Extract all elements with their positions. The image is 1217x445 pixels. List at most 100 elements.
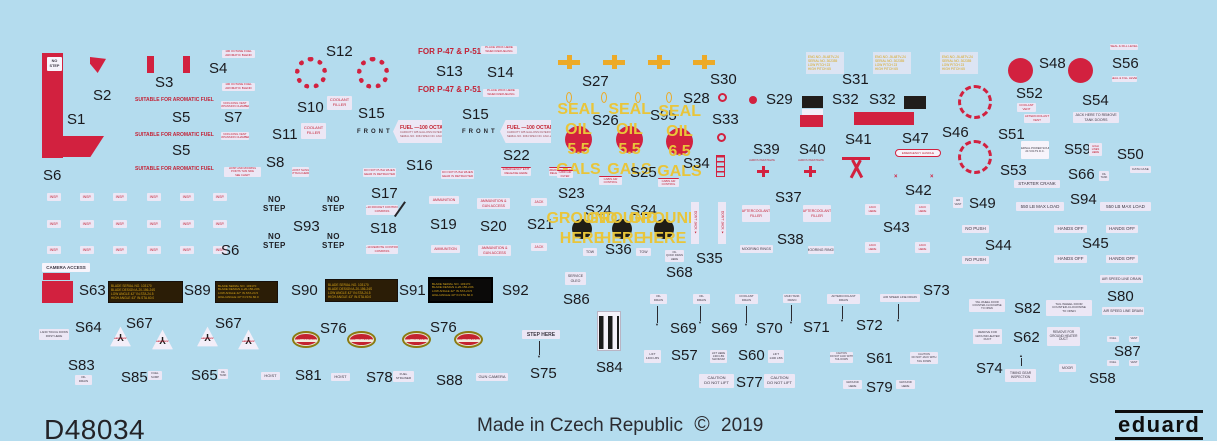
stencil-tag: VENT [1129,360,1139,366]
fuel-placard: FUEL —100 OCTANE ONLY CAPACITY 185 GALLON… [500,120,551,143]
stencil-tag: FUEL [1107,336,1119,342]
stencil-tag: STEP HERE [522,330,560,339]
fuel-placard: FUEL —100 OCTANE ONLY CAPACITY 185 GALLON… [393,120,442,143]
decal-number-label: S29 [766,91,793,108]
stencil-tag: AMMUNITION [429,196,459,204]
stencil-tag: AIR SPEED LINE DRAIN [880,294,920,302]
decal-number-label: S70 [756,320,783,337]
decal-number-label: S25 [630,164,657,181]
decal-number-label: S61 [866,350,893,367]
decal-number-label: S72 [856,317,883,334]
stencil-tag: ALWAYS INVESTIGATE [749,159,775,163]
stencil-tag: CABIN AIR CONTROL [599,176,622,185]
insp-tag: INSP. [180,193,194,201]
drain-arrow: ▼ [839,306,845,323]
stencil-tag: COOLANT FILLER [301,123,326,139]
decal-number-label: S17 [371,185,398,202]
decal-number-label: S82 [1014,300,1041,317]
decal-number-label: S8 [266,154,285,171]
blade-data-plate: BLADE SERIAL NO. 103170 BLADE DESIGN A-20… [325,279,398,302]
stencil-tag: NO PUSH [962,256,989,264]
stencil-tag: REMOVE FOR GROUND HEATER DUCT [973,329,1002,344]
step-here-arrow: ▼ [536,341,542,359]
decal-number-label: S91 [399,282,426,299]
propeller-logo-oval: HAMILTON STANDARD [347,331,376,348]
dont-jack-strip: DON'T JACK ▼ [718,202,726,244]
sheet-edge [0,441,1217,445]
black-patch [802,96,823,108]
decal-number-label: S94 [1070,191,1097,208]
stencil-tag: LIFT HERE 1400 LBS MAXIMUM [710,350,727,363]
no-step-text: NO STEP [263,195,286,213]
insp-tag: INSP. [180,246,194,254]
red-cross [757,166,769,177]
decal-number-label: S74 [976,360,1003,377]
decal-number-label: S49 [969,195,996,212]
no-step-text: NO STEP [322,232,345,250]
dont-jack-strip: DON'T JACK ▼ [691,202,699,244]
zero-marking [635,92,641,103]
propeller-logo-oval: HAMILTON STANDARD [402,331,431,348]
decal-number-label: S85 [121,369,148,386]
stencil-tag: 550 LB MAX LOAD [1100,202,1151,211]
decal-number-label: S63 [79,282,106,299]
copyright-symbol: © [694,413,710,436]
stencil-tag: SERVICE OLEO [565,272,586,285]
decal-number-label: S60 [738,347,765,364]
red-wedge [90,57,106,73]
insp-tag: INSP. [113,220,127,228]
drain-arrow: ▼ [788,305,794,325]
stencil-tag: OIL DRAIN [693,294,710,304]
decal-number-label: S75 [530,365,557,382]
decal-number-label: S68 [666,264,693,281]
insp-tag: INSP. [180,220,194,228]
stencil-tag: JACK HERE [915,242,930,253]
seal-oil-disc: SEAL OIL 6.5 GALS [657,102,702,180]
propeller-logo-triangle: Y AEROPROP [110,326,131,347]
decal-number-label: S67 [126,315,153,332]
stencil-tag: PLACE WICK HERE WHEN REFUELING [481,46,517,54]
decal-number-label: S56 [1112,55,1139,72]
stencil-red-text: SUITABLE FOR AROMATIC FUEL [135,166,214,172]
stencil-tag: AIR SPEED LINE DRAIN [1102,307,1144,315]
blade-data-plate: BLADE SERIAL NO. 103170 BLADE DESIGN A-20… [428,277,493,303]
insp-tag: INSP. [47,246,61,254]
decal-number-label: S47 [902,130,929,147]
ground-here-disc: GROUND HERE [546,210,618,247]
stencil-tag: CABIN AIR FILTER [557,170,573,178]
zero-marking [666,92,672,103]
stencil-tag: CAUTION DO NOT LIFT [764,374,795,388]
ladder-marking [716,155,725,177]
decal-number-label: S13 [436,63,463,80]
decal-number-label: S43 [883,219,910,236]
stencil-tag: MOORING RINGS [740,245,773,253]
propeller-logo-triangle: Y AEROPROP [152,329,173,350]
insp-tag: INSP. [47,193,61,201]
decal-number-label: S57 [671,347,698,364]
stencil-tag: COOLANT VENT [1017,103,1036,112]
ground-here-disc: GROUND HERE [628,210,700,247]
stencil-tag: COOLANT DRAIN [735,294,758,304]
stencil-tag: TAIL WHEEL DOOR COUNTER-CLOCKWISE TO OPEN [1046,300,1092,316]
decal-number-label: S69 [670,320,697,337]
stencil-tag: PLACE WICK HERE WHEN REFUELING [483,89,519,97]
stencil-tag: FUEL SUMP [148,371,162,380]
decal-number-label: S2 [93,87,112,104]
yellow-cross [648,55,670,69]
stencil-tag: 100 OCTANE FUEL AROMATIC BLEND [222,50,255,58]
decal-number-label: S83 [68,357,95,374]
inspection-arrow: ▲ [1018,354,1024,366]
decal-number-label: S67 [215,315,242,332]
decal-number-label: S65 [191,367,218,384]
color-patch [183,56,190,73]
stencil-tag: 100 OCTANE FUEL AROMATIC BLEND [222,83,255,91]
stencil-tag: GUN CAMERA [476,373,508,381]
stencil-tag: OIL DRAIN [75,375,92,385]
stencil-tag: HIGH LINES HERE [1089,143,1102,156]
decal-number-label: S39 [753,141,780,158]
red-cross [804,166,816,177]
decal-number-label: S22 [503,147,530,164]
stencil-tag: JACK HERE TO REMOVE TANK DOORS [1073,112,1119,123]
decal-number-label: S71 [803,319,830,336]
